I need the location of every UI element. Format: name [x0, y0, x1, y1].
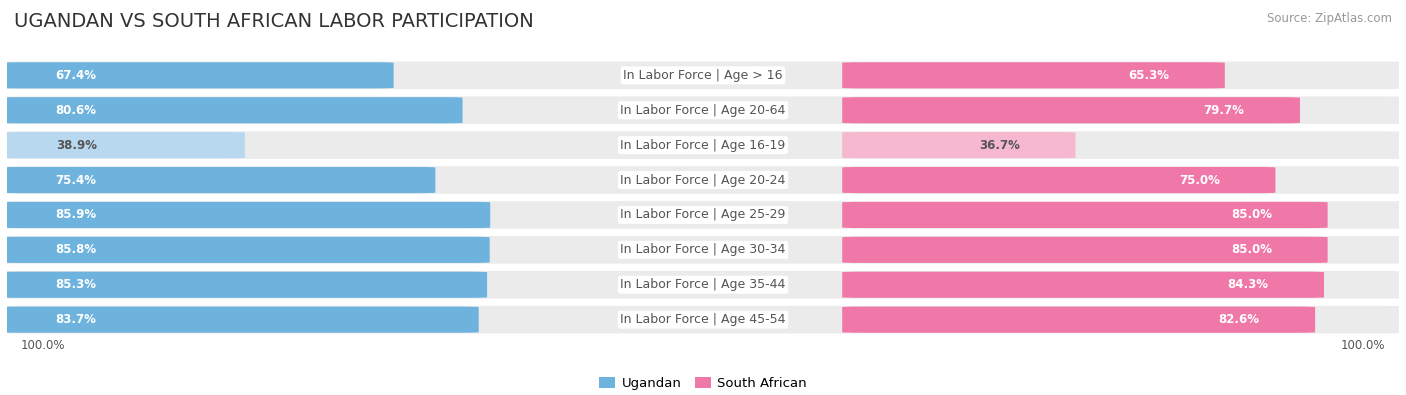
Text: In Labor Force | Age 30-34: In Labor Force | Age 30-34 — [620, 243, 786, 256]
FancyBboxPatch shape — [0, 165, 1406, 195]
FancyBboxPatch shape — [842, 97, 1301, 123]
FancyBboxPatch shape — [842, 307, 1315, 333]
Text: 75.0%: 75.0% — [1178, 173, 1220, 186]
Text: 67.4%: 67.4% — [56, 69, 97, 82]
FancyBboxPatch shape — [0, 62, 394, 88]
FancyBboxPatch shape — [0, 130, 1406, 160]
FancyBboxPatch shape — [0, 60, 1406, 90]
FancyBboxPatch shape — [0, 237, 489, 263]
Text: In Labor Force | Age 20-64: In Labor Force | Age 20-64 — [620, 104, 786, 117]
Text: 82.6%: 82.6% — [1219, 313, 1260, 326]
Legend: Ugandan, South African: Ugandan, South African — [593, 371, 813, 395]
FancyBboxPatch shape — [0, 132, 245, 158]
Text: In Labor Force | Age 35-44: In Labor Force | Age 35-44 — [620, 278, 786, 291]
FancyBboxPatch shape — [0, 200, 1406, 230]
FancyBboxPatch shape — [842, 237, 1327, 263]
Text: In Labor Force | Age 20-24: In Labor Force | Age 20-24 — [620, 173, 786, 186]
Text: Source: ZipAtlas.com: Source: ZipAtlas.com — [1267, 12, 1392, 25]
Text: 80.6%: 80.6% — [56, 104, 97, 117]
FancyBboxPatch shape — [842, 272, 1324, 298]
FancyBboxPatch shape — [842, 202, 1327, 228]
Text: In Labor Force | Age > 16: In Labor Force | Age > 16 — [623, 69, 783, 82]
FancyBboxPatch shape — [0, 235, 1406, 265]
Text: 79.7%: 79.7% — [1204, 104, 1244, 117]
Text: 84.3%: 84.3% — [1227, 278, 1268, 291]
Text: 83.7%: 83.7% — [56, 313, 97, 326]
Text: 85.8%: 85.8% — [56, 243, 97, 256]
Text: 38.9%: 38.9% — [56, 139, 97, 152]
Text: In Labor Force | Age 25-29: In Labor Force | Age 25-29 — [620, 209, 786, 222]
Text: 100.0%: 100.0% — [21, 339, 66, 352]
Text: UGANDAN VS SOUTH AFRICAN LABOR PARTICIPATION: UGANDAN VS SOUTH AFRICAN LABOR PARTICIPA… — [14, 12, 534, 31]
FancyBboxPatch shape — [0, 167, 436, 193]
FancyBboxPatch shape — [0, 307, 478, 333]
FancyBboxPatch shape — [0, 96, 1406, 125]
FancyBboxPatch shape — [0, 270, 1406, 299]
FancyBboxPatch shape — [0, 305, 1406, 335]
FancyBboxPatch shape — [0, 97, 463, 123]
FancyBboxPatch shape — [842, 62, 1225, 88]
Text: In Labor Force | Age 45-54: In Labor Force | Age 45-54 — [620, 313, 786, 326]
Text: 85.3%: 85.3% — [56, 278, 97, 291]
Text: 85.0%: 85.0% — [1232, 243, 1272, 256]
Text: 75.4%: 75.4% — [56, 173, 97, 186]
FancyBboxPatch shape — [842, 132, 1076, 158]
FancyBboxPatch shape — [0, 272, 486, 298]
FancyBboxPatch shape — [0, 202, 491, 228]
Text: In Labor Force | Age 16-19: In Labor Force | Age 16-19 — [620, 139, 786, 152]
Text: 65.3%: 65.3% — [1128, 69, 1170, 82]
Text: 85.0%: 85.0% — [1232, 209, 1272, 222]
Text: 36.7%: 36.7% — [979, 139, 1019, 152]
FancyBboxPatch shape — [842, 167, 1275, 193]
Text: 100.0%: 100.0% — [1340, 339, 1385, 352]
Text: 85.9%: 85.9% — [56, 209, 97, 222]
